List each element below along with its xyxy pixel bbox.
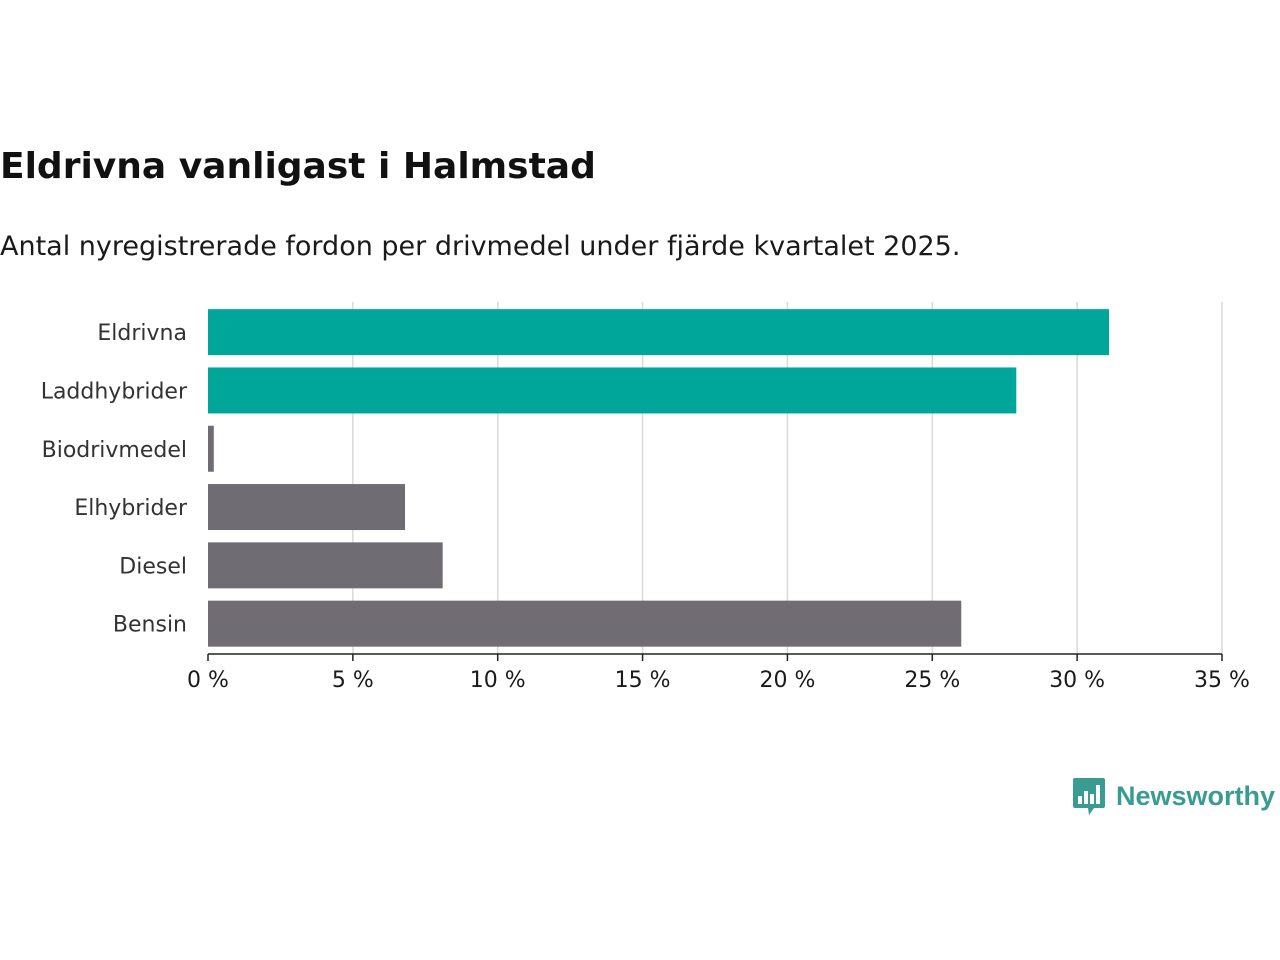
bar bbox=[208, 600, 962, 647]
category-label: Bensin bbox=[113, 613, 187, 638]
chart-subtitle: Antal nyregistrerade fordon per drivmede… bbox=[0, 231, 961, 262]
bar bbox=[208, 367, 1017, 414]
category-label: Laddhybrider bbox=[41, 379, 188, 404]
bar bbox=[208, 309, 1110, 356]
x-tick-label: 15 % bbox=[615, 668, 671, 693]
x-tick-label: 30 % bbox=[1049, 668, 1105, 693]
category-labels: Eldrivna Laddhybrider Biodrivmedel Elhybrid… bbox=[41, 321, 188, 638]
newsworthy-logo: Newsworthy bbox=[1072, 776, 1275, 816]
bar bbox=[208, 484, 406, 531]
bar bbox=[208, 425, 214, 472]
grid-lines bbox=[352, 302, 1223, 654]
bars bbox=[208, 309, 1110, 647]
x-tick-label: 35 % bbox=[1194, 668, 1250, 693]
bar-chart: Eldrivna Laddhybrider Biodrivmedel Elhybrid… bbox=[41, 302, 1250, 693]
x-tick-label: 5 % bbox=[332, 668, 374, 693]
category-label: Biodrivmedel bbox=[42, 438, 187, 463]
chart-title: Eldrivna vanligast i Halmstad bbox=[0, 146, 596, 187]
category-label: Eldrivna bbox=[97, 321, 187, 346]
x-tick-label: 25 % bbox=[904, 668, 960, 693]
x-axis: 0 % 5 % 10 % 15 % 20 % 25 % 30 % 35 % bbox=[187, 653, 1250, 693]
category-label: Diesel bbox=[119, 554, 187, 579]
bar bbox=[208, 542, 443, 589]
category-label: Elhybrider bbox=[74, 496, 188, 521]
x-tick-label: 0 % bbox=[187, 668, 229, 693]
x-tick-label: 10 % bbox=[470, 668, 526, 693]
newsworthy-logo-icon bbox=[1073, 778, 1105, 815]
x-tick-label: 20 % bbox=[759, 668, 815, 693]
brand-name: Newsworthy bbox=[1116, 780, 1276, 811]
